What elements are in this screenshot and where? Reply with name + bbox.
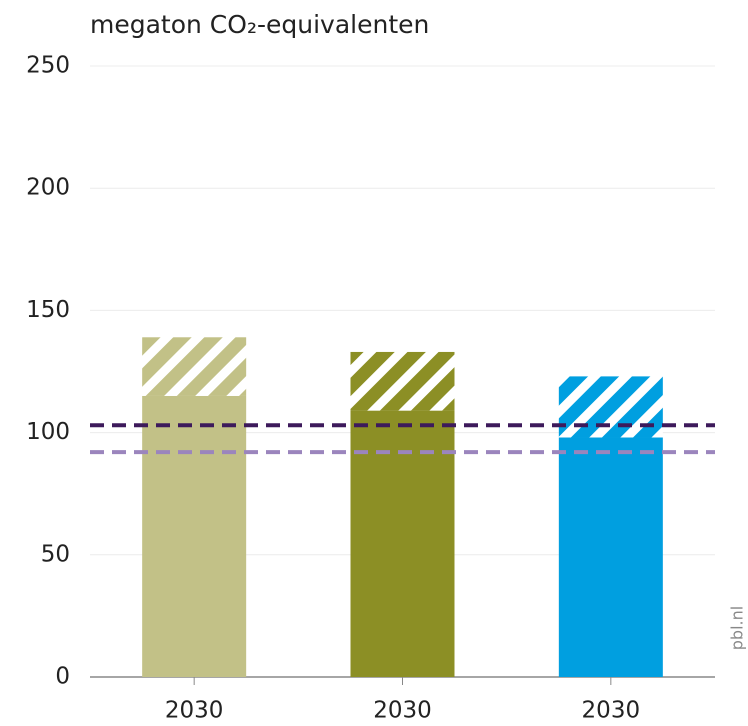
bar	[558, 437, 663, 677]
y-tick-label: 200	[26, 175, 70, 201]
bar-range	[142, 337, 247, 396]
bar	[142, 395, 247, 677]
y-tick-label: 150	[26, 297, 70, 323]
chart-title: megaton CO₂-equivalenten	[90, 10, 429, 39]
bar-range	[350, 351, 455, 411]
x-tick-label: 2030	[165, 698, 224, 724]
bar-range	[558, 376, 663, 438]
y-tick-label: 50	[41, 541, 70, 567]
y-tick-label: 0	[55, 664, 70, 690]
x-tick-label: 2030	[373, 698, 432, 724]
source-label: pbl.nl	[728, 606, 747, 650]
bar	[350, 410, 455, 677]
y-tick-label: 100	[26, 419, 70, 445]
y-tick-label: 250	[26, 53, 70, 79]
x-tick-label: 2030	[582, 698, 641, 724]
